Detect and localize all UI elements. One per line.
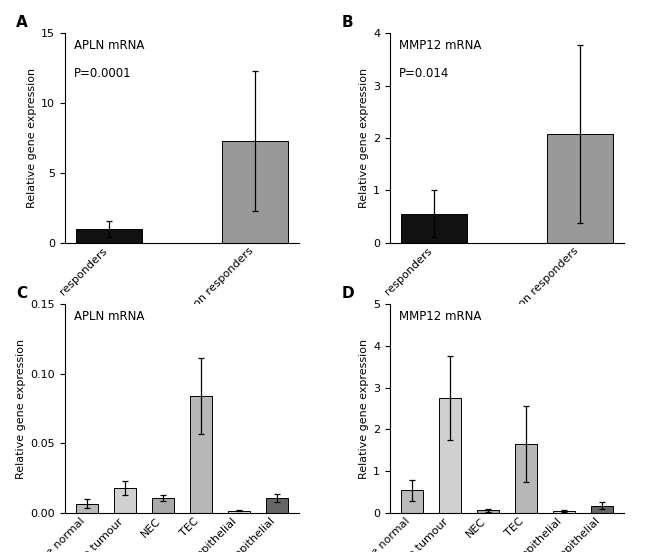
Y-axis label: Relative gene expression: Relative gene expression: [16, 338, 27, 479]
Text: APLN mRNA: APLN mRNA: [74, 310, 145, 323]
Text: P=0.0001: P=0.0001: [74, 67, 132, 79]
Text: A: A: [16, 15, 28, 30]
Bar: [476, 511, 499, 513]
Text: P=0.014: P=0.014: [399, 67, 450, 79]
Bar: [151, 498, 174, 513]
Bar: [227, 511, 250, 513]
Bar: [515, 444, 538, 513]
Bar: [400, 490, 423, 513]
Text: APLN mRNA: APLN mRNA: [74, 39, 145, 52]
Text: D: D: [341, 286, 354, 301]
Y-axis label: Relative gene expression: Relative gene expression: [359, 68, 369, 208]
Bar: [190, 396, 213, 513]
Bar: [266, 498, 289, 513]
Text: MMP12 mRNA: MMP12 mRNA: [399, 310, 482, 323]
Bar: [75, 503, 98, 513]
Bar: [591, 506, 614, 513]
Text: C: C: [16, 286, 27, 301]
Y-axis label: Relative gene expression: Relative gene expression: [359, 338, 369, 479]
Bar: [400, 214, 467, 243]
Bar: [114, 488, 136, 513]
Bar: [222, 141, 289, 243]
Bar: [75, 229, 142, 243]
Text: B: B: [341, 15, 353, 30]
Y-axis label: Relative gene expression: Relative gene expression: [27, 68, 37, 208]
Bar: [552, 511, 575, 513]
Bar: [439, 398, 462, 513]
Text: MMP12 mRNA: MMP12 mRNA: [399, 39, 482, 52]
Bar: [547, 134, 614, 243]
